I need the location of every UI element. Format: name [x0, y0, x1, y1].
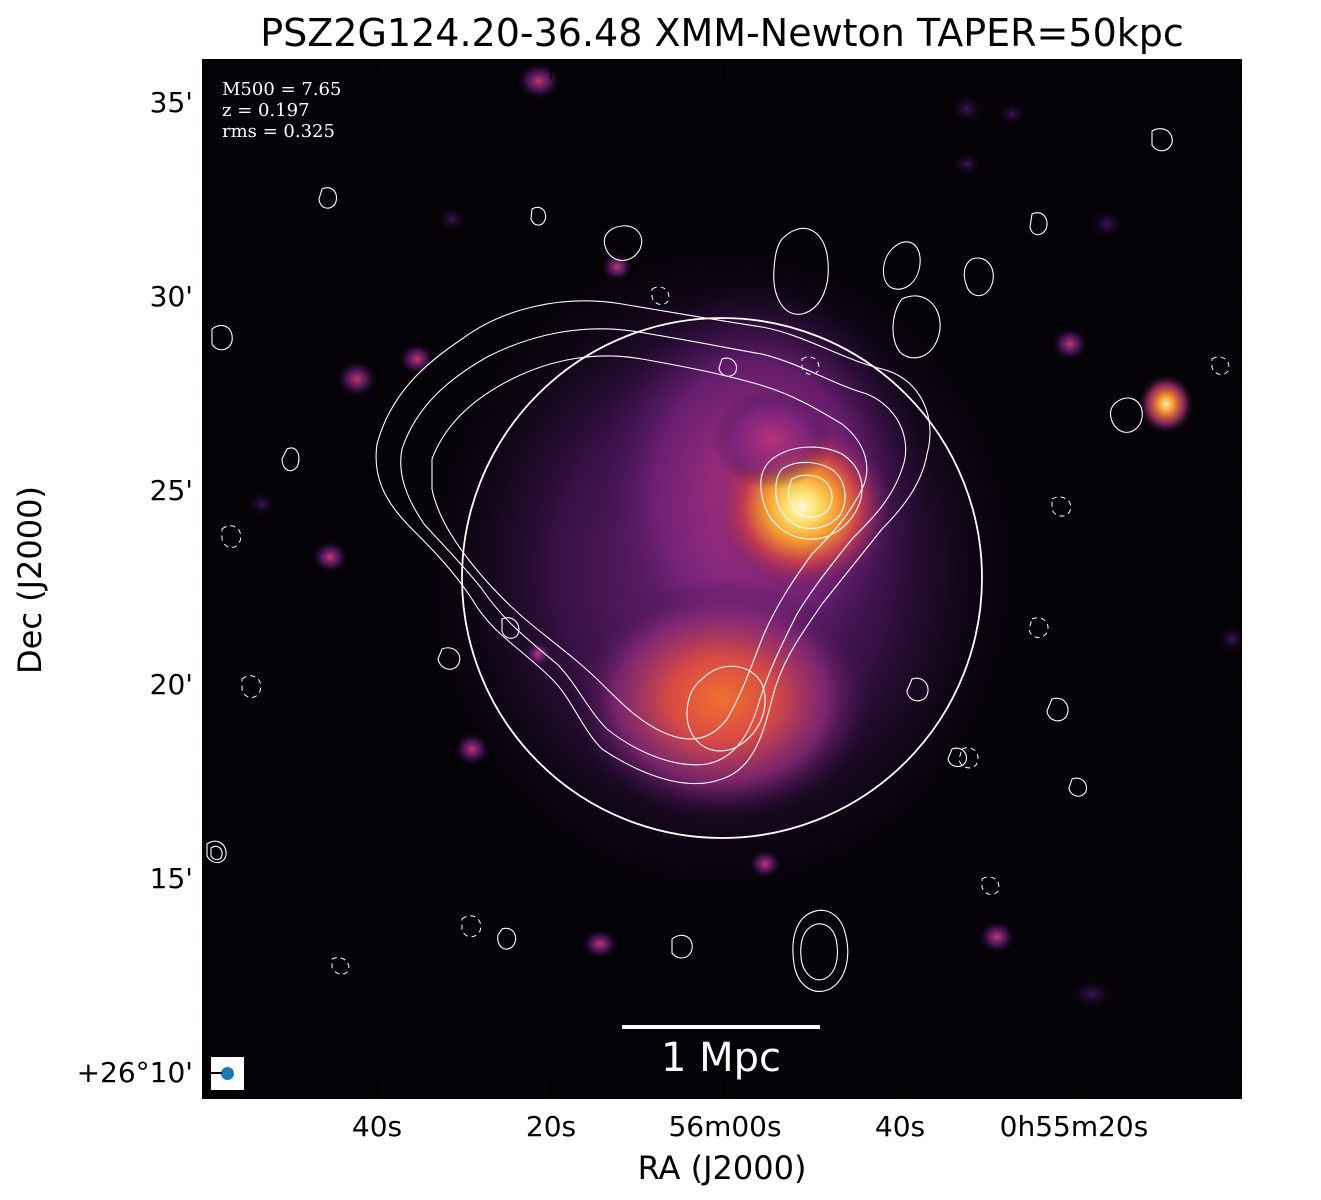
y-axis-label: Dec (J2000) — [11, 486, 49, 674]
axes-frame — [202, 59, 1242, 1099]
figure-title: PSZ2G124.20-36.48 XMM-Newton TAPER=50kpc — [260, 11, 1184, 55]
cluster-xray-emission — [422, 239, 1022, 899]
redshift-annotation: z = 0.197 — [222, 100, 310, 121]
y-tick-label: 20' — [149, 668, 193, 701]
x-tick-label: 0h55m20s — [999, 1110, 1149, 1143]
radio-contours — [206, 128, 1173, 992]
x-tick-label: 56m00s — [668, 1110, 782, 1143]
x-tick-label: 40s — [874, 1110, 926, 1143]
x-tick-label: 40s — [351, 1110, 403, 1143]
y-tick-label: 15' — [149, 862, 193, 895]
sky-image-panel — [202, 59, 1242, 1099]
rms-annotation: rms = 0.325 — [222, 121, 335, 142]
scale-bar-label: 1 Mpc — [660, 1035, 782, 1081]
y-tick-label: 25' — [149, 474, 193, 507]
x-axis-label: RA (J2000) — [637, 1149, 807, 1187]
negative-contours — [221, 286, 1230, 975]
y-tick-label: +26°10' — [76, 1056, 193, 1089]
x-tick-label: 20s — [525, 1110, 577, 1143]
tick-marks — [202, 59, 1242, 1099]
y-tick-label: 35' — [149, 86, 193, 119]
minor-tick-marks — [202, 140, 1242, 1099]
r500-circle — [461, 317, 983, 839]
y-tick-label: 30' — [149, 280, 193, 313]
mass-annotation: M500 = 7.65 — [222, 79, 342, 100]
beam-marker — [221, 1067, 234, 1080]
